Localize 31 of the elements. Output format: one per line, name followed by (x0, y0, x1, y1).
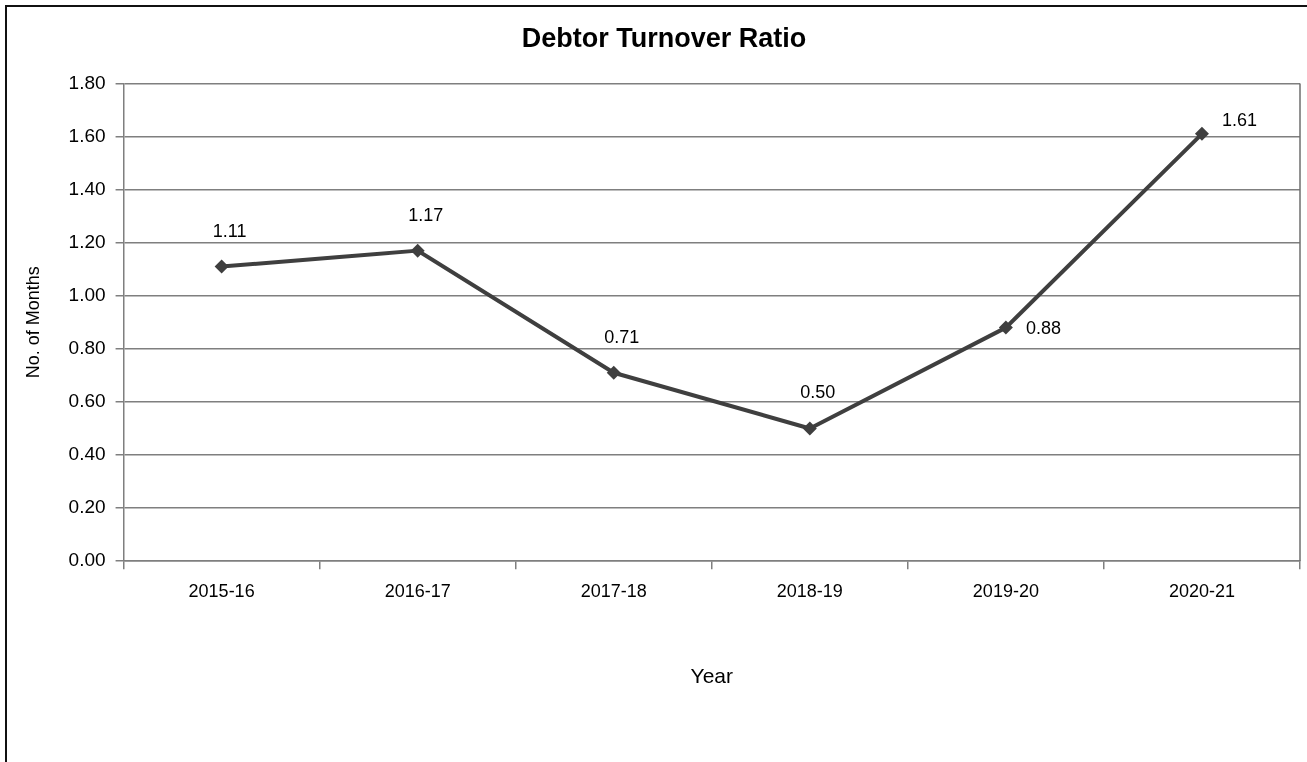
x-tick-label: 2015-16 (188, 580, 255, 601)
data-label: 1.11 (212, 220, 247, 241)
y-tick-label: 1.20 (68, 230, 106, 252)
x-tick-label: 2018-19 (776, 580, 843, 601)
x-axis-title: Year (690, 664, 734, 688)
x-tick-label: 2019-20 (972, 580, 1039, 601)
y-axis-title: No. of Months (22, 266, 43, 379)
data-label: 0.71 (604, 326, 640, 347)
y-tick-label: 0.20 (68, 496, 106, 518)
point (214, 259, 229, 274)
y-tick-label: 0.60 (68, 390, 106, 412)
y-tick-label: 0.80 (68, 337, 106, 359)
y-tick-label: 1.80 (68, 71, 106, 93)
data-label: 0.50 (800, 382, 836, 403)
x-tick-label: 2016-17 (384, 580, 451, 601)
point (1194, 126, 1209, 141)
point (802, 421, 817, 436)
y-tick-label: 0.00 (68, 549, 106, 571)
data-label: 0.88 (1025, 317, 1061, 338)
y-tick-label: 1.00 (68, 283, 106, 305)
y-tick-label: 1.60 (68, 124, 106, 146)
data-label: 1.61 (1221, 109, 1258, 130)
data-label: 1.17 (408, 204, 444, 225)
point (998, 320, 1013, 335)
point (410, 243, 425, 258)
point (606, 365, 621, 380)
x-tick-label: 2017-18 (580, 580, 647, 601)
y-tick-label: 0.40 (68, 443, 106, 465)
x-tick-label: 2020-21 (1168, 580, 1235, 601)
y-tick-label: 1.40 (68, 177, 106, 199)
chart-title: Debtor Turnover Ratio (521, 22, 807, 53)
